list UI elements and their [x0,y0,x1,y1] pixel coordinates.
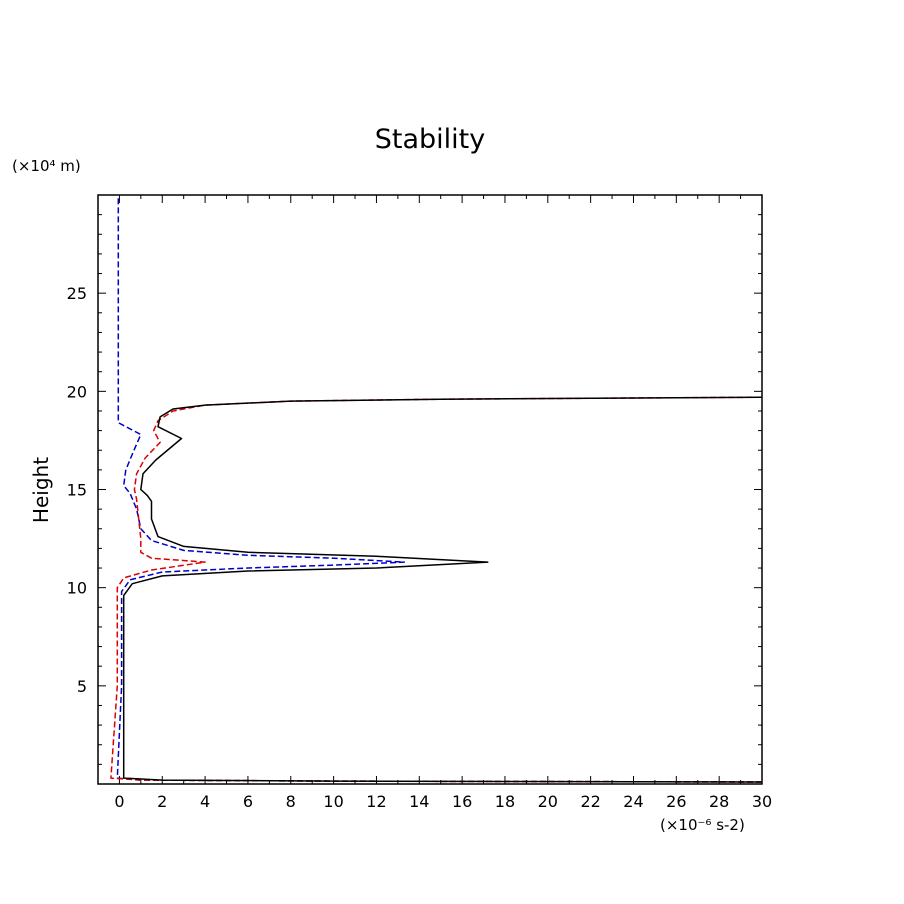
x-tick-label: 8 [286,792,296,811]
y-tick-label: 10 [67,579,87,598]
x-tick-label: 18 [495,792,515,811]
x-axis-unit: (×10⁻⁶ s-2) [660,816,745,834]
y-tick-label: 5 [77,677,87,696]
x-tick-label: 26 [666,792,686,811]
x-tick-label: 28 [709,792,729,811]
x-tick-label: 14 [409,792,429,811]
x-tick-label: 20 [538,792,558,811]
x-tick-label: 12 [366,792,386,811]
plot-frame [97,194,763,785]
x-tick-label: 0 [114,792,124,811]
series-line-3 [110,396,763,783]
y-tick-label: 20 [67,382,87,401]
series-line-2 [116,195,763,783]
x-tick-label: 22 [580,792,600,811]
x-tick-label: 30 [752,792,772,811]
x-tick-label: 10 [323,792,343,811]
axis-ticks [97,195,763,784]
x-tick-label: 4 [200,792,210,811]
chart-title: Stability [375,124,486,155]
y-tick-label: 25 [67,284,87,303]
x-tick-label: 6 [243,792,253,811]
y-tick-label: 15 [67,481,87,500]
y-axis-title: Height [29,457,53,523]
y-axis-unit: (×10⁴ m) [12,157,81,175]
series-line-1 [122,396,763,783]
x-tick-label: 16 [452,792,472,811]
x-tick-label: 24 [623,792,643,811]
x-tick-label: 2 [157,792,167,811]
series-lines [110,195,763,783]
